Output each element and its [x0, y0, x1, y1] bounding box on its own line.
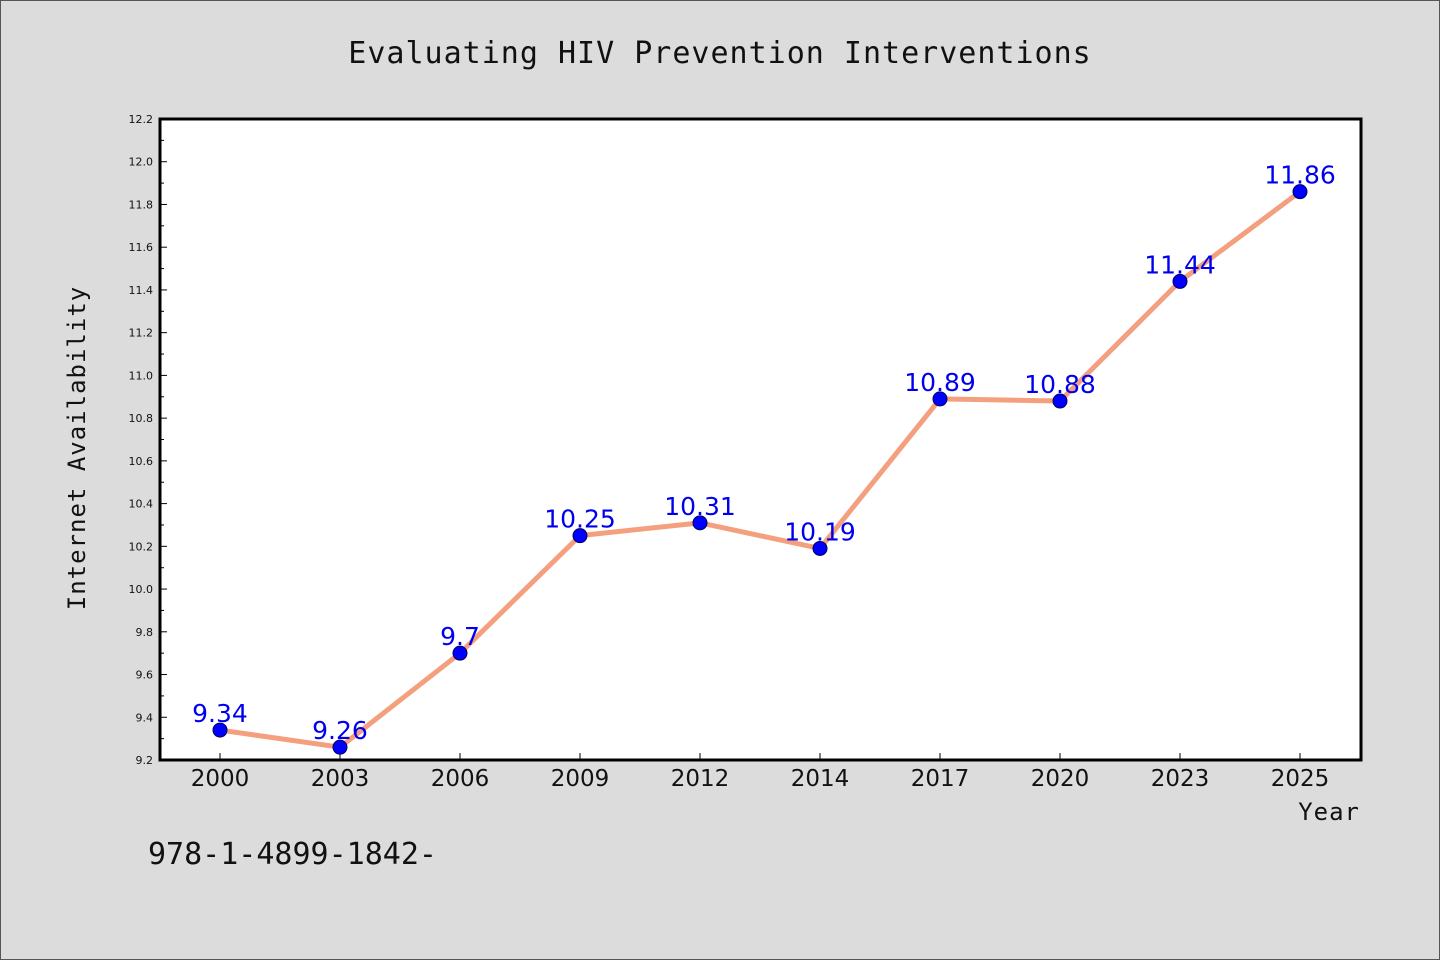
- data-point: [572, 528, 588, 544]
- data-label: 10.89: [904, 368, 976, 397]
- data-point: [1172, 273, 1188, 289]
- x-tick-label: 2023: [1151, 766, 1210, 792]
- y-tick-label: 12.2: [129, 113, 154, 126]
- y-tick-label: 9.2: [136, 754, 154, 767]
- y-tick-label: 11.0: [129, 369, 154, 382]
- x-axis-label: Year: [1298, 798, 1360, 826]
- data-point: [452, 645, 468, 661]
- x-tick-label: 2012: [671, 766, 730, 792]
- x-tick-label: 2003: [311, 766, 370, 792]
- y-axis-label: Internet Availability: [63, 286, 91, 610]
- x-tick-label: 2000: [191, 766, 250, 792]
- y-tick-label: 11.8: [129, 198, 154, 211]
- x-tick-label: 2014: [791, 766, 850, 792]
- y-tick-label: 11.6: [129, 241, 154, 254]
- data-label: 10.25: [544, 505, 616, 534]
- data-label: 11.86: [1264, 161, 1336, 190]
- data-point: [1292, 184, 1308, 200]
- x-tick-label: 2025: [1271, 766, 1330, 792]
- x-tick-label: 2020: [1031, 766, 1090, 792]
- y-tick-label: 10.8: [129, 412, 154, 425]
- data-point: [212, 722, 228, 738]
- y-tick-label: 11.2: [129, 327, 154, 340]
- data-point: [332, 739, 348, 755]
- data-point: [692, 515, 708, 531]
- y-tick-label: 9.4: [136, 711, 154, 724]
- y-tick-label: 10.2: [129, 540, 154, 553]
- series-markers: [212, 184, 1308, 755]
- y-tick-label: 10.4: [129, 498, 154, 511]
- y-tick-label: 10.0: [129, 583, 154, 596]
- x-axis: 2000 2003 2006 2009 2012 2014 2017 2020 2023 2025: [191, 753, 1330, 792]
- footer-text: 978-1-4899-1842-: [148, 837, 437, 872]
- data-label: 9.7: [440, 622, 480, 651]
- data-label: 11.44: [1144, 250, 1216, 279]
- data-label: 10.88: [1024, 370, 1096, 399]
- data-label: 10.19: [784, 517, 856, 546]
- data-label: 10.31: [664, 492, 736, 521]
- y-tick-label: 12.0: [129, 156, 154, 169]
- data-label: 9.26: [312, 716, 368, 745]
- x-tick-label: 2017: [911, 766, 970, 792]
- y-tick-label: 9.6: [136, 669, 154, 682]
- chart-title: Evaluating HIV Prevention Interventions: [348, 36, 1091, 71]
- y-tick-label: 11.4: [129, 284, 154, 297]
- data-point: [1052, 393, 1068, 409]
- series-line: [217, 189, 1303, 750]
- data-point: [932, 391, 948, 407]
- y-axis: 9.2 9.4 9.6 9.8 10.0 10.2 10.4 10.6 10.8 11.0 11.2…: [129, 113, 167, 767]
- x-tick-label: 2006: [431, 766, 490, 792]
- x-tick-label: 2009: [551, 766, 610, 792]
- y-tick-label: 10.6: [129, 455, 154, 468]
- data-point: [812, 540, 828, 556]
- plot-area: [158, 117, 1363, 762]
- data-label: 9.34: [192, 699, 248, 728]
- data-labels: 9.34 9.26 9.7 10.25 10.31 10.19 10.89 10.88 11.4…: [192, 161, 1336, 746]
- y-tick-label: 9.8: [136, 626, 154, 639]
